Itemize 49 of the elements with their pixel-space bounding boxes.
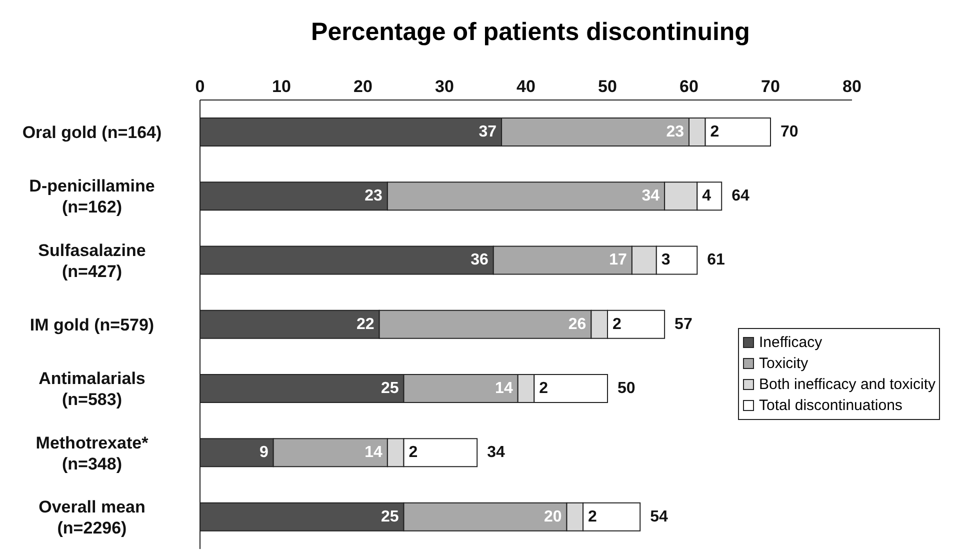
data-label: 2 [710,123,720,140]
y-tick-label: Methotrexate* (n=348) [36,432,149,473]
data-label: 37 [478,123,497,140]
y-tick-label: Overall mean (n=2296) [38,496,146,537]
legend-label: Inefficacy [758,333,824,353]
data-label: 4 [702,188,712,205]
data-label: 14 [495,380,513,398]
total-label: 57 [674,316,692,333]
data-label: 22 [356,316,374,333]
data-label: 2 [588,508,598,526]
legend-label: Both inefficacy and toxicity [758,375,936,395]
y-tick-label: Sulfasalazine (n=427) [38,240,146,280]
x-tick-label: 10 [272,77,291,96]
data-label: 36 [470,252,488,269]
legend-label: Toxicity [758,354,810,374]
x-tick-label: 80 [842,77,862,96]
data-label: 25 [380,380,399,398]
y-tick-label: Antimalarials (n=583) [38,368,146,409]
data-label: 20 [544,508,562,526]
data-label: 23 [364,188,383,205]
total-label: 50 [618,380,636,398]
data-label: 17 [609,252,628,269]
total-label: 54 [650,508,668,526]
data-label: 23 [666,123,684,140]
data-label: 2 [539,380,548,398]
x-tick-label: 30 [435,77,454,96]
x-tick-label: 60 [680,77,698,96]
x-tick-label: 40 [516,77,536,96]
x-tick-label: 20 [354,77,372,96]
data-label: 2 [612,316,622,333]
y-tick-label: D-penicillamine (n=162) [29,176,155,216]
y-tick-label: IM gold (n=579) [30,315,154,334]
total-label: 61 [707,252,726,269]
total-label: 34 [487,444,505,462]
legend-label: Total discontinuations [758,396,904,416]
x-axis-title: Percentage of patients discontinuing [310,18,751,47]
data-label: 9 [259,444,268,462]
data-label: 25 [380,508,399,526]
data-label: 26 [568,316,586,333]
total-label: 70 [780,123,798,140]
x-tick-label: 50 [598,77,617,96]
data-label: 3 [661,252,670,269]
data-label: 34 [642,188,660,205]
data-label: 2 [408,444,418,462]
y-tick-label: Oral gold (n=164) [22,122,162,142]
x-tick-label: 0 [195,77,205,96]
data-label: 14 [364,444,383,462]
total-label: 64 [732,188,750,205]
x-tick-label: 70 [761,77,780,96]
